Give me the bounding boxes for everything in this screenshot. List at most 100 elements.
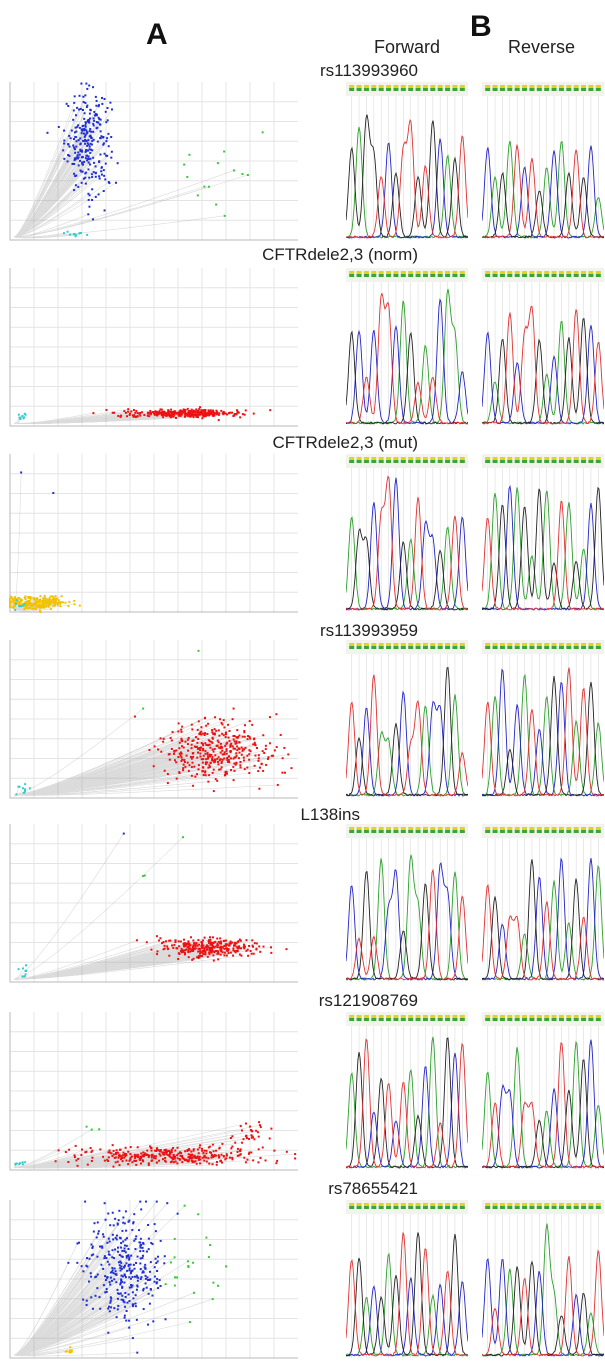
trace-line xyxy=(13,162,89,238)
quality-marker xyxy=(522,85,528,88)
quality-marker xyxy=(430,643,436,646)
trace-line xyxy=(13,1164,217,1169)
sample-point xyxy=(201,1147,204,1150)
sample-point xyxy=(187,949,190,952)
sample-point xyxy=(176,1154,179,1157)
sample-point xyxy=(128,1276,131,1279)
sample-point xyxy=(142,1287,145,1290)
sample-point xyxy=(111,1267,114,1270)
sample-point xyxy=(108,1151,111,1154)
sample-point xyxy=(74,235,77,238)
trace-line xyxy=(13,942,210,980)
sample-point xyxy=(158,1159,161,1162)
trace-line xyxy=(13,942,189,980)
sample-point xyxy=(264,744,267,747)
sample-point xyxy=(122,1151,125,1154)
sample-point xyxy=(93,114,96,117)
sample-point xyxy=(218,1155,221,1158)
sample-point xyxy=(25,964,28,967)
sample-point xyxy=(196,728,199,731)
sample-point xyxy=(136,1146,139,1149)
sample-point xyxy=(60,595,63,598)
sample-point xyxy=(235,949,238,952)
trace-line xyxy=(13,946,216,980)
trace-line xyxy=(13,1256,98,1356)
trace-line xyxy=(13,1142,243,1168)
panel-a-label: A xyxy=(146,18,168,51)
sample-point xyxy=(121,1294,124,1297)
sample-point xyxy=(128,1319,131,1322)
sample-point xyxy=(50,595,53,598)
quality-marker xyxy=(422,457,428,460)
trace-line xyxy=(13,947,188,980)
sample-point xyxy=(70,1349,73,1352)
base-T-trace xyxy=(346,475,468,611)
sample-point xyxy=(169,1152,172,1155)
quality-marker xyxy=(492,1203,498,1206)
sample-point xyxy=(107,1307,110,1310)
sample-point xyxy=(128,1256,131,1259)
sample-point xyxy=(257,757,260,760)
trace-line xyxy=(13,748,200,796)
sample-point xyxy=(210,949,213,952)
quality-marker xyxy=(363,827,369,830)
sample-point xyxy=(112,1153,115,1156)
sample-point xyxy=(84,138,87,141)
chromatogram-svg xyxy=(482,82,604,240)
sample-point xyxy=(226,757,229,760)
quality-marker xyxy=(558,1015,564,1018)
trace-line xyxy=(13,1147,158,1168)
sample-point xyxy=(88,130,91,133)
sample-point xyxy=(33,607,36,610)
sample-point xyxy=(90,173,93,176)
sample-point xyxy=(97,116,100,119)
trace-line xyxy=(13,1147,91,1168)
sample-point xyxy=(203,771,206,774)
trace-line xyxy=(13,944,194,980)
sample-point xyxy=(68,154,71,157)
quality-marker xyxy=(459,1015,465,1018)
sample-point xyxy=(204,761,207,764)
sample-point xyxy=(95,104,98,107)
base-A-trace xyxy=(482,673,604,797)
trace-line xyxy=(13,742,202,796)
sample-point xyxy=(210,1151,213,1154)
sample-point xyxy=(182,410,185,413)
sample-point xyxy=(198,407,201,410)
sample-point xyxy=(257,1135,260,1138)
sample-point xyxy=(253,942,256,945)
trace-line xyxy=(13,953,201,980)
trace-line xyxy=(13,1261,121,1356)
sample-point xyxy=(115,1316,118,1319)
sample-point xyxy=(233,943,236,946)
trace-line xyxy=(13,1219,106,1356)
sample-point xyxy=(255,947,258,950)
base-A-trace xyxy=(482,140,604,239)
sample-point xyxy=(186,1149,189,1152)
trace-line xyxy=(13,414,169,424)
sample-point xyxy=(72,109,75,112)
sample-point xyxy=(88,84,91,87)
quality-marker xyxy=(581,643,587,646)
sample-point xyxy=(243,730,246,733)
sample-point xyxy=(211,748,214,751)
sample-point xyxy=(207,1146,210,1149)
sample-point xyxy=(128,1267,131,1270)
sample-point xyxy=(70,129,73,132)
sample-point xyxy=(197,410,200,413)
trace-line xyxy=(13,955,242,980)
trace-line xyxy=(13,761,229,796)
sample-point xyxy=(220,409,223,412)
sample-point xyxy=(104,1279,107,1282)
trace-line xyxy=(13,745,217,796)
sample-point xyxy=(213,733,216,736)
sample-point xyxy=(220,745,223,748)
sample-point xyxy=(91,1307,94,1310)
trace-line xyxy=(13,157,77,238)
base-C-trace xyxy=(346,861,468,981)
sample-point xyxy=(242,756,245,759)
sample-point xyxy=(265,763,268,766)
sample-points xyxy=(17,406,272,422)
sample-point xyxy=(38,604,41,607)
trace-line xyxy=(13,124,101,238)
